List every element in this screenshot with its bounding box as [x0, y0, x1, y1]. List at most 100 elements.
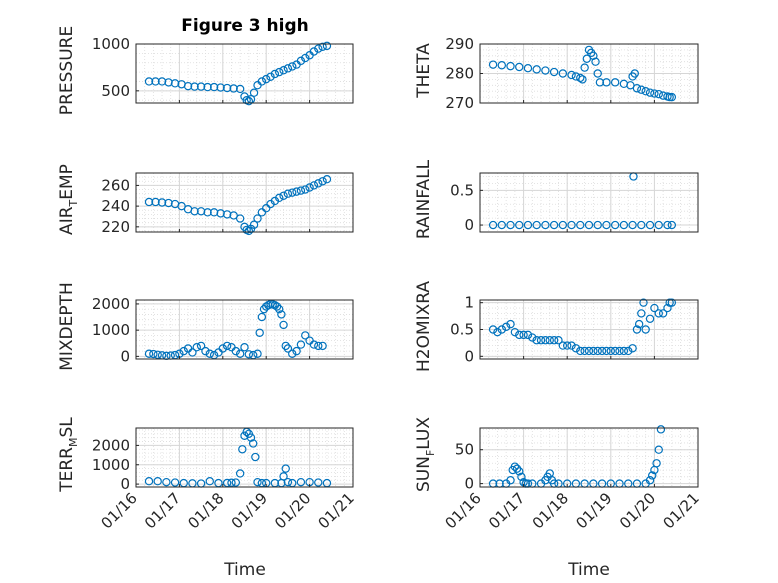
theta-data-point	[567, 70, 576, 80]
pressure-data-point	[244, 96, 254, 106]
terr-msl-data-point	[196, 479, 206, 488]
panel-air-temp: 220 240 260 AIRTEMP	[57, 164, 354, 236]
mixdepth-data-point	[279, 320, 288, 330]
rainfall-axes-box	[479, 172, 699, 233]
mixdepth-data-point	[283, 344, 293, 353]
theta-series	[488, 45, 677, 102]
mixdepth-data-point	[205, 349, 214, 358]
air-temp-series	[144, 175, 332, 236]
air-temp-data-point	[279, 191, 288, 200]
pressure-data-point	[170, 79, 180, 88]
h2omixra-data-point	[536, 336, 546, 345]
pressure-data-point	[279, 66, 288, 75]
rainfall-data-point	[628, 220, 637, 230]
theta-data-point	[610, 78, 620, 87]
rainfall-y-axis-label: RAINFALL	[414, 159, 434, 239]
h2omixra-data-point	[610, 346, 620, 356]
terr-msl-data-point	[279, 472, 288, 481]
panel-pressure: 500 1000 PRESSURE	[57, 26, 354, 115]
h2omixra-data-point	[667, 298, 677, 307]
air-temp-y-tick-label: 240	[101, 197, 130, 215]
rainfall-data-point	[654, 220, 663, 230]
mixdepth-data-point	[292, 346, 301, 356]
pressure-data-point	[275, 67, 284, 77]
terr-msl-data-point	[246, 433, 256, 442]
h2omixra-data-point	[506, 319, 515, 329]
rainfall-y-tick-label: 0.5	[450, 181, 474, 199]
air-temp-data-point	[257, 208, 267, 217]
air-temp-axes-box	[135, 172, 354, 233]
air-temp-y-tick-label: 260	[101, 176, 130, 194]
mixdepth-y-axis-label: MIXDEPTH	[57, 282, 77, 371]
terr-msl-data-point	[283, 477, 293, 487]
mixdepth-data-point	[264, 301, 273, 310]
theta-data-point	[645, 88, 655, 97]
sun-flux-y-axis-label: SUNFLUX	[414, 417, 437, 492]
h2omixra-data-point	[571, 344, 581, 353]
theta-data-point	[532, 65, 541, 74]
terr-msl-data-point	[205, 476, 214, 486]
pressure-y-axis-label: PRESSURE	[57, 26, 77, 115]
terr-msl-x-tick-label: 01/18	[184, 489, 227, 532]
x-axis-label-right: Time	[567, 560, 610, 580]
mixdepth-data-point	[240, 343, 249, 352]
mixdepth-data-point	[318, 341, 327, 351]
rainfall-data-point	[645, 220, 655, 230]
mixdepth-y-tick-label: 2000	[92, 295, 130, 313]
h2omixra-y-tick-label: 0	[464, 347, 474, 365]
panel-rainfall: 0 0.5 RAINFALL	[414, 159, 699, 239]
rainfall-data-point	[593, 220, 602, 230]
theta-data-point	[549, 67, 559, 77]
pressure-data-point	[288, 62, 297, 71]
air-temp-data-point	[318, 177, 327, 186]
sun-flux-data-point	[645, 476, 655, 485]
air-temp-data-point	[283, 189, 293, 198]
air-temp-data-point	[322, 175, 332, 184]
terr-msl-y-tick-label: 0	[120, 475, 130, 493]
terr-msl-data-point	[251, 452, 260, 462]
air-temp-data-point	[190, 207, 199, 216]
theta-y-axis-label: THETA	[414, 43, 434, 99]
h2omixra-data-point	[549, 336, 559, 345]
sun-flux-x-tick-label: 01/16	[442, 489, 485, 532]
mixdepth-data-point	[296, 340, 306, 349]
sun-flux-data-point	[512, 464, 522, 473]
rainfall-data-point	[576, 220, 585, 230]
theta-data-point	[578, 75, 587, 84]
theta-data-point	[665, 92, 674, 102]
pressure-data-point	[309, 47, 319, 56]
rainfall-data-point	[523, 220, 533, 230]
pressure-series	[144, 41, 332, 106]
terr-msl-data-point	[188, 479, 197, 488]
air-temp-data-point	[249, 220, 259, 229]
rainfall-data-point	[602, 220, 611, 230]
air-temp-data-point	[262, 203, 271, 213]
air-temp-data-point	[235, 214, 245, 223]
air-temp-y-tick-label: 220	[101, 218, 130, 236]
pressure-data-point	[318, 42, 327, 52]
pressure-data-point	[235, 84, 245, 94]
mixdepth-data-point	[222, 341, 232, 351]
air-temp-data-point	[301, 185, 310, 194]
panel-h2omixra: 0 0.5 1 H2OMIXRA	[414, 281, 699, 372]
pressure-data-point	[262, 74, 271, 84]
theta-data-point	[558, 69, 568, 78]
mixdepth-data-point	[227, 343, 236, 352]
air-temp-data-point	[244, 226, 254, 236]
h2omixra-data-point	[628, 344, 637, 353]
pressure-data-point	[209, 82, 219, 92]
sun-flux-data-point	[652, 459, 661, 468]
h2omixra-data-point	[567, 341, 576, 350]
sun-flux-data-point	[517, 472, 526, 482]
terr-msl-data-point	[314, 478, 323, 487]
terr-msl-data-point	[281, 464, 290, 473]
h2omixra-data-point	[619, 346, 629, 356]
terr-msl-data-point	[248, 439, 258, 448]
rainfall-data-point	[667, 220, 677, 230]
pressure-data-point	[190, 82, 199, 91]
pressure-data-point	[249, 88, 259, 97]
air-temp-data-point	[275, 193, 284, 203]
h2omixra-y-tick-label: 0.5	[450, 321, 474, 339]
pressure-data-point	[151, 77, 160, 86]
h2omixra-data-point	[580, 346, 589, 356]
